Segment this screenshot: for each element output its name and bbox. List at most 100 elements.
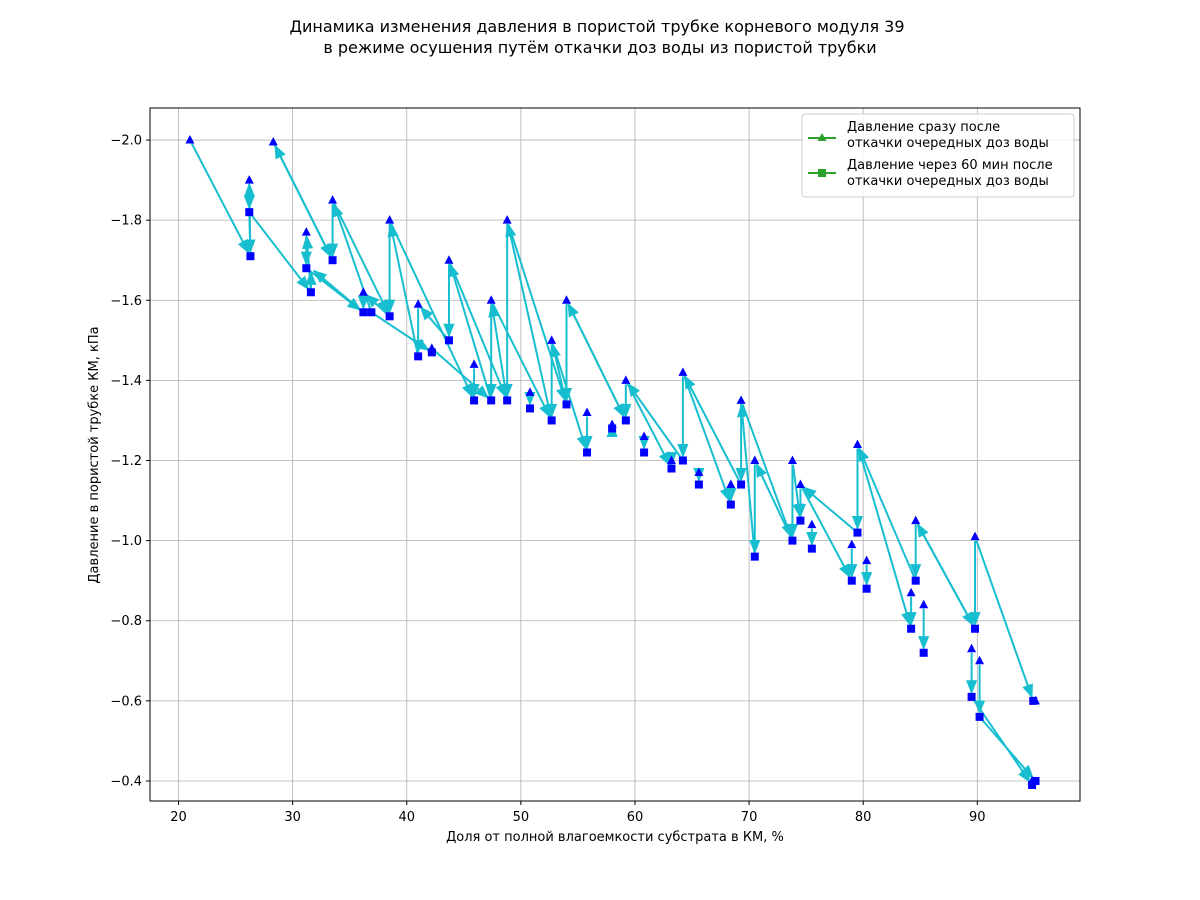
triangle-point bbox=[970, 531, 980, 541]
data-arrow bbox=[627, 382, 682, 458]
triangle-point bbox=[911, 515, 921, 525]
triangle-point bbox=[547, 335, 557, 344]
data-arrow bbox=[801, 487, 851, 579]
triangle-point bbox=[301, 227, 311, 236]
triangle-marker-icon bbox=[817, 133, 827, 141]
triangle-point bbox=[582, 407, 592, 416]
data-arrow bbox=[791, 464, 804, 519]
y-tick-label: −1.8 bbox=[110, 214, 142, 229]
square-point bbox=[562, 400, 571, 409]
square-point bbox=[975, 712, 984, 721]
square-point bbox=[245, 208, 254, 217]
triangle-point bbox=[967, 643, 977, 653]
y-tick-label: −0.6 bbox=[110, 694, 142, 709]
square-point bbox=[1028, 780, 1037, 789]
square-point bbox=[583, 448, 592, 457]
triangle-point bbox=[444, 255, 454, 264]
triangle-point bbox=[919, 599, 929, 609]
legend-label-triangle-line-1: Давление сразу после bbox=[847, 120, 1000, 135]
triangle-point bbox=[469, 359, 479, 368]
y-tick-label: −2.0 bbox=[110, 134, 142, 149]
square-point bbox=[853, 528, 862, 537]
square-point bbox=[640, 448, 649, 457]
y-tick-label: −1.4 bbox=[110, 374, 142, 389]
data-arrow bbox=[741, 403, 793, 539]
x-tick-label: 20 bbox=[170, 810, 187, 825]
data-arrow bbox=[549, 342, 567, 401]
x-tick-label: 70 bbox=[741, 810, 758, 825]
triangle-point bbox=[795, 479, 805, 489]
legend-label-triangle-line-2: откачки очередных доз воды bbox=[847, 136, 1049, 151]
data-arrow bbox=[274, 144, 332, 258]
triangle-point bbox=[666, 455, 676, 465]
square-point bbox=[306, 288, 315, 297]
square-point bbox=[807, 544, 816, 553]
square-point bbox=[359, 308, 368, 317]
data-markers bbox=[185, 135, 1040, 789]
y-tick-label: −0.4 bbox=[110, 774, 142, 789]
triangle-point bbox=[185, 135, 195, 144]
y-tick-label: −0.8 bbox=[110, 614, 142, 629]
square-point bbox=[503, 396, 512, 405]
x-tick-label: 80 bbox=[855, 810, 872, 825]
data-arrow bbox=[683, 374, 741, 482]
legend-label-square-line-2: откачки очередных доз воды bbox=[847, 174, 1049, 189]
triangle-point bbox=[268, 137, 278, 146]
data-arrow bbox=[250, 214, 310, 291]
square-point bbox=[862, 584, 871, 593]
triangle-point bbox=[906, 587, 916, 597]
square-point bbox=[847, 576, 856, 585]
data-arrow bbox=[858, 446, 916, 578]
triangle-point bbox=[244, 175, 254, 184]
square-point bbox=[750, 552, 759, 561]
triangle-point bbox=[413, 299, 423, 308]
square-point bbox=[487, 396, 496, 405]
square-point bbox=[911, 576, 920, 585]
data-arrow bbox=[243, 182, 256, 253]
triangle-point bbox=[847, 539, 857, 549]
square-point bbox=[414, 352, 423, 361]
square-point bbox=[1029, 696, 1038, 705]
square-point bbox=[302, 264, 311, 273]
data-arrow bbox=[736, 403, 756, 553]
triangle-point bbox=[525, 387, 535, 396]
data-arrow bbox=[419, 306, 448, 338]
square-point bbox=[907, 624, 916, 633]
data-arrow bbox=[448, 262, 491, 397]
square-point bbox=[621, 416, 630, 425]
data-arrow bbox=[387, 222, 419, 353]
triangle-point bbox=[678, 367, 688, 376]
square-point bbox=[737, 480, 746, 489]
triangle-point bbox=[621, 375, 631, 384]
data-arrow bbox=[507, 223, 567, 402]
square-point bbox=[385, 312, 394, 321]
legend-label-square-line-1: Давление через 60 мин после bbox=[847, 158, 1053, 173]
data-arrow bbox=[492, 303, 551, 419]
triangle-point bbox=[562, 295, 572, 304]
triangle-point bbox=[358, 287, 368, 296]
grid bbox=[150, 108, 1080, 801]
triangle-point bbox=[726, 479, 736, 489]
square-point bbox=[678, 456, 687, 465]
square-point bbox=[608, 424, 617, 433]
y-axis: −2.0 −1.8 −1.6 −1.4 −1.2 −1.0 −0.8 −0.6 −0.4 bbox=[110, 134, 150, 789]
data-arrow bbox=[312, 269, 361, 311]
triangle-point bbox=[852, 439, 862, 448]
x-tick-label: 90 bbox=[969, 810, 986, 825]
square-point bbox=[328, 256, 337, 265]
square-point bbox=[246, 252, 255, 261]
data-arrow bbox=[505, 222, 552, 417]
x-tick-label: 50 bbox=[513, 810, 530, 825]
data-arrow bbox=[449, 263, 507, 399]
y-axis-label: Давление в пористой трубке КМ, кПа bbox=[87, 326, 102, 583]
y-tick-label: −1.6 bbox=[110, 294, 142, 309]
square-point bbox=[788, 536, 797, 545]
data-arrows bbox=[190, 143, 1034, 783]
data-arrow bbox=[802, 486, 856, 531]
data-arrow bbox=[551, 343, 588, 451]
chart-title-line-1: Динамика изменения давления в пористой т… bbox=[289, 17, 904, 36]
triangle-point bbox=[975, 655, 985, 665]
data-arrow bbox=[365, 294, 388, 315]
square-point bbox=[919, 648, 928, 657]
square-point bbox=[427, 348, 436, 357]
